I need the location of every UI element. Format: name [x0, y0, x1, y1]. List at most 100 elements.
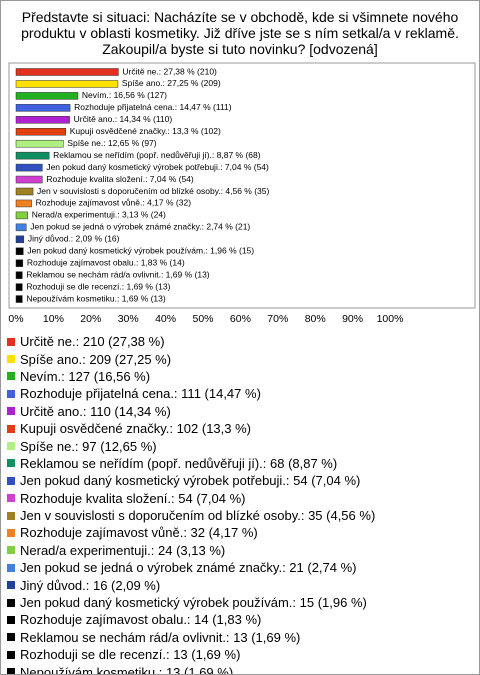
- legend-item: Kupuji osvědčené značky.: 102 (13,3 %): [7, 420, 472, 437]
- bar-label: Jen pokud daný kosmetický výrobek potřeb…: [46, 162, 269, 172]
- legend-item: Jen v souvislosti s doporučením od blízk…: [7, 507, 472, 524]
- legend-swatch: [7, 615, 15, 624]
- legend-label: Nepoužívám kosmetiku.: 13 (1,69 %): [20, 664, 234, 675]
- legend-swatch: [7, 337, 15, 346]
- legend-swatch: [7, 476, 15, 485]
- bar: [15, 128, 66, 136]
- legend-swatch: [7, 407, 15, 416]
- legend-swatch: [7, 511, 15, 520]
- legend-label: Jen v souvislosti s doporučením od blízk…: [20, 508, 376, 524]
- x-tick-label: 90%: [342, 313, 363, 325]
- legend-item: Rozhoduje kvalita složení.: 54 (7,04 %): [7, 490, 472, 507]
- legend-swatch: [7, 494, 15, 503]
- legend-label: Určitě ano.: 110 (14,34 %): [20, 403, 171, 419]
- legend-label: Jiný důvod.: 16 (2,09 %): [20, 577, 161, 593]
- bar-label: Spíše ne.: 12,65 % (97): [67, 138, 156, 148]
- x-tick-label: 60%: [230, 313, 251, 325]
- legend-item: Nepoužívám kosmetiku.: 13 (1,69 %): [7, 663, 472, 675]
- legend-swatch: [7, 598, 15, 607]
- bar-label: Nepoužívám kosmetiku.: 1,69 % (13): [26, 293, 166, 303]
- bar: [15, 187, 34, 196]
- bar-label: Reklamou se nechám rád/a ovlivnit.: 1,69…: [26, 269, 209, 279]
- bar: [15, 68, 119, 76]
- legend-item: Rozhoduje zajímavost vůně.: 32 (4,17 %): [7, 524, 472, 541]
- legend-swatch: [7, 581, 15, 590]
- bar-label: Rozhoduje přijatelná cena.: 14,47 % (111…: [74, 102, 232, 112]
- bar-label: Rozhoduji se dle recenzí.: 1,69 % (13): [26, 281, 170, 291]
- bar-label: Reklamou se neřídím (popř. nedůvěřuji jí…: [53, 150, 261, 160]
- x-tick-label: 20%: [80, 313, 101, 325]
- legend-item: Určitě ano.: 110 (14,34 %): [7, 403, 472, 420]
- legend-item: Rozhoduje zajímavost obalu.: 14 (1,83 %): [7, 611, 472, 628]
- legend-item: Reklamou se nechám rád/a ovlivnit.: 13 (…: [7, 629, 472, 646]
- bar: [15, 163, 43, 172]
- x-tick-label: 30%: [118, 313, 139, 325]
- legend-swatch: [7, 650, 15, 659]
- bar: [15, 211, 28, 220]
- legend-swatch: [7, 389, 15, 398]
- legend-item: Jen pokud se jedná o výrobek známé značk…: [7, 559, 472, 576]
- bar-label: Rozhoduje zajímavost obalu.: 1,83 % (14): [27, 257, 185, 267]
- bar: [15, 295, 23, 303]
- legend-label: Jen pokud se jedná o výrobek známé značk…: [20, 560, 357, 576]
- legend-swatch: [7, 668, 15, 674]
- legend-label: Rozhoduje přijatelná cena.: 111 (14,47 %…: [20, 386, 261, 402]
- bar: [15, 80, 119, 88]
- bar-label: Jen pokud se jedná o výrobek známé značk…: [30, 222, 250, 232]
- legend-label: Reklamou se nechám rád/a ovlivnit.: 13 (…: [20, 629, 301, 645]
- legend-swatch: [7, 442, 15, 451]
- bar: [15, 139, 64, 148]
- legend-label: Rozhoduje zajímavost obalu.: 14 (1,83 %): [20, 612, 262, 628]
- bar-label: Nevím.: 16,56 % (127): [82, 90, 167, 100]
- legend-item: Určitě ne.: 210 (27,38 %): [7, 333, 472, 350]
- bar: [15, 116, 70, 124]
- x-tick-label: 40%: [155, 313, 176, 325]
- bar-label: Určitě ano.: 14,34 % (110): [74, 114, 173, 124]
- bar: [15, 92, 79, 100]
- bar-label: Spíše ano.: 27,25 % (209): [122, 78, 221, 88]
- chart: 0% 10% 20% 30% 40% 50% 60% 70% 80% 90% 100% Určitě …: [8, 62, 476, 325]
- legend-label: Kupuji osvědčené značky.: 102 (13,3 %): [20, 421, 252, 437]
- legend-label: Nevím.: 127 (16,56 %): [20, 368, 151, 384]
- bar-label: Určitě ne.: 27,38 % (210): [122, 66, 217, 76]
- legend-swatch: [7, 633, 15, 642]
- legend-item: Jen pokud daný kosmetický výrobek potřeb…: [7, 472, 472, 489]
- legend-label: Jen pokud daný kosmetický výrobek použív…: [20, 595, 367, 611]
- bar: [15, 259, 24, 267]
- bar: [15, 104, 71, 112]
- chart-title: Představte si situaci: Nacházíte se v ob…: [21, 9, 459, 57]
- bar: [15, 199, 32, 208]
- legend-item: Rozhoduji se dle recenzí.: 13 (1,69 %): [7, 646, 472, 663]
- legend-label: Spíše ano.: 209 (27,25 %): [20, 351, 172, 367]
- bar-label: Rozhoduje kvalita složení.: 7,04 % (54): [46, 174, 194, 184]
- legend: Určitě ne.: 210 (27,38 %) Spíše ano.: 209…: [7, 333, 472, 675]
- legend-label: Rozhoduje kvalita složení.: 54 (7,04 %): [20, 490, 246, 506]
- bar: [15, 223, 27, 232]
- x-tick-label: 100%: [377, 313, 404, 325]
- legend-label: Rozhoduje zajímavost vůně.: 32 (4,17 %): [20, 525, 258, 541]
- legend-item: Reklamou se neřídím (popř. nedůvěřuji jí…: [7, 455, 472, 472]
- bar-label: Jen v souvislosti s doporučením od blízk…: [37, 186, 269, 196]
- legend-swatch: [7, 459, 15, 468]
- legend-label: Spíše ne.: 97 (12,65 %): [20, 438, 157, 454]
- legend-swatch: [7, 528, 15, 537]
- legend-item: Jen pokud daný kosmetický výrobek použív…: [7, 594, 472, 611]
- legend-item: Spíše ano.: 209 (27,25 %): [7, 350, 472, 367]
- bar-label: Jiný důvod.: 2,09 % (16): [28, 234, 120, 244]
- bar-label: Jen pokud daný kosmetický výrobek použív…: [27, 246, 254, 256]
- bar-label: Nerad/a experimentuji.: 3,13 % (24): [32, 210, 166, 220]
- legend-swatch: [7, 546, 15, 555]
- legend-item: Nevím.: 127 (16,56 %): [7, 368, 472, 385]
- legend-swatch: [7, 372, 15, 381]
- x-tick-label: 80%: [305, 313, 326, 325]
- bar: [15, 271, 23, 279]
- bar: [15, 151, 50, 160]
- legend-label: Reklamou se neřídím (popř. nedůvěřuji jí…: [20, 455, 338, 471]
- bar: [15, 283, 23, 291]
- plot-frame: [8, 62, 476, 309]
- legend-item: Rozhoduje přijatelná cena.: 111 (14,47 %…: [7, 385, 472, 402]
- legend-label: Rozhoduji se dle recenzí.: 13 (1,69 %): [20, 647, 241, 663]
- legend-item: Jiný důvod.: 16 (2,09 %): [7, 576, 472, 593]
- legend-label: Nerad/a experimentuji.: 24 (3,13 %): [20, 542, 226, 558]
